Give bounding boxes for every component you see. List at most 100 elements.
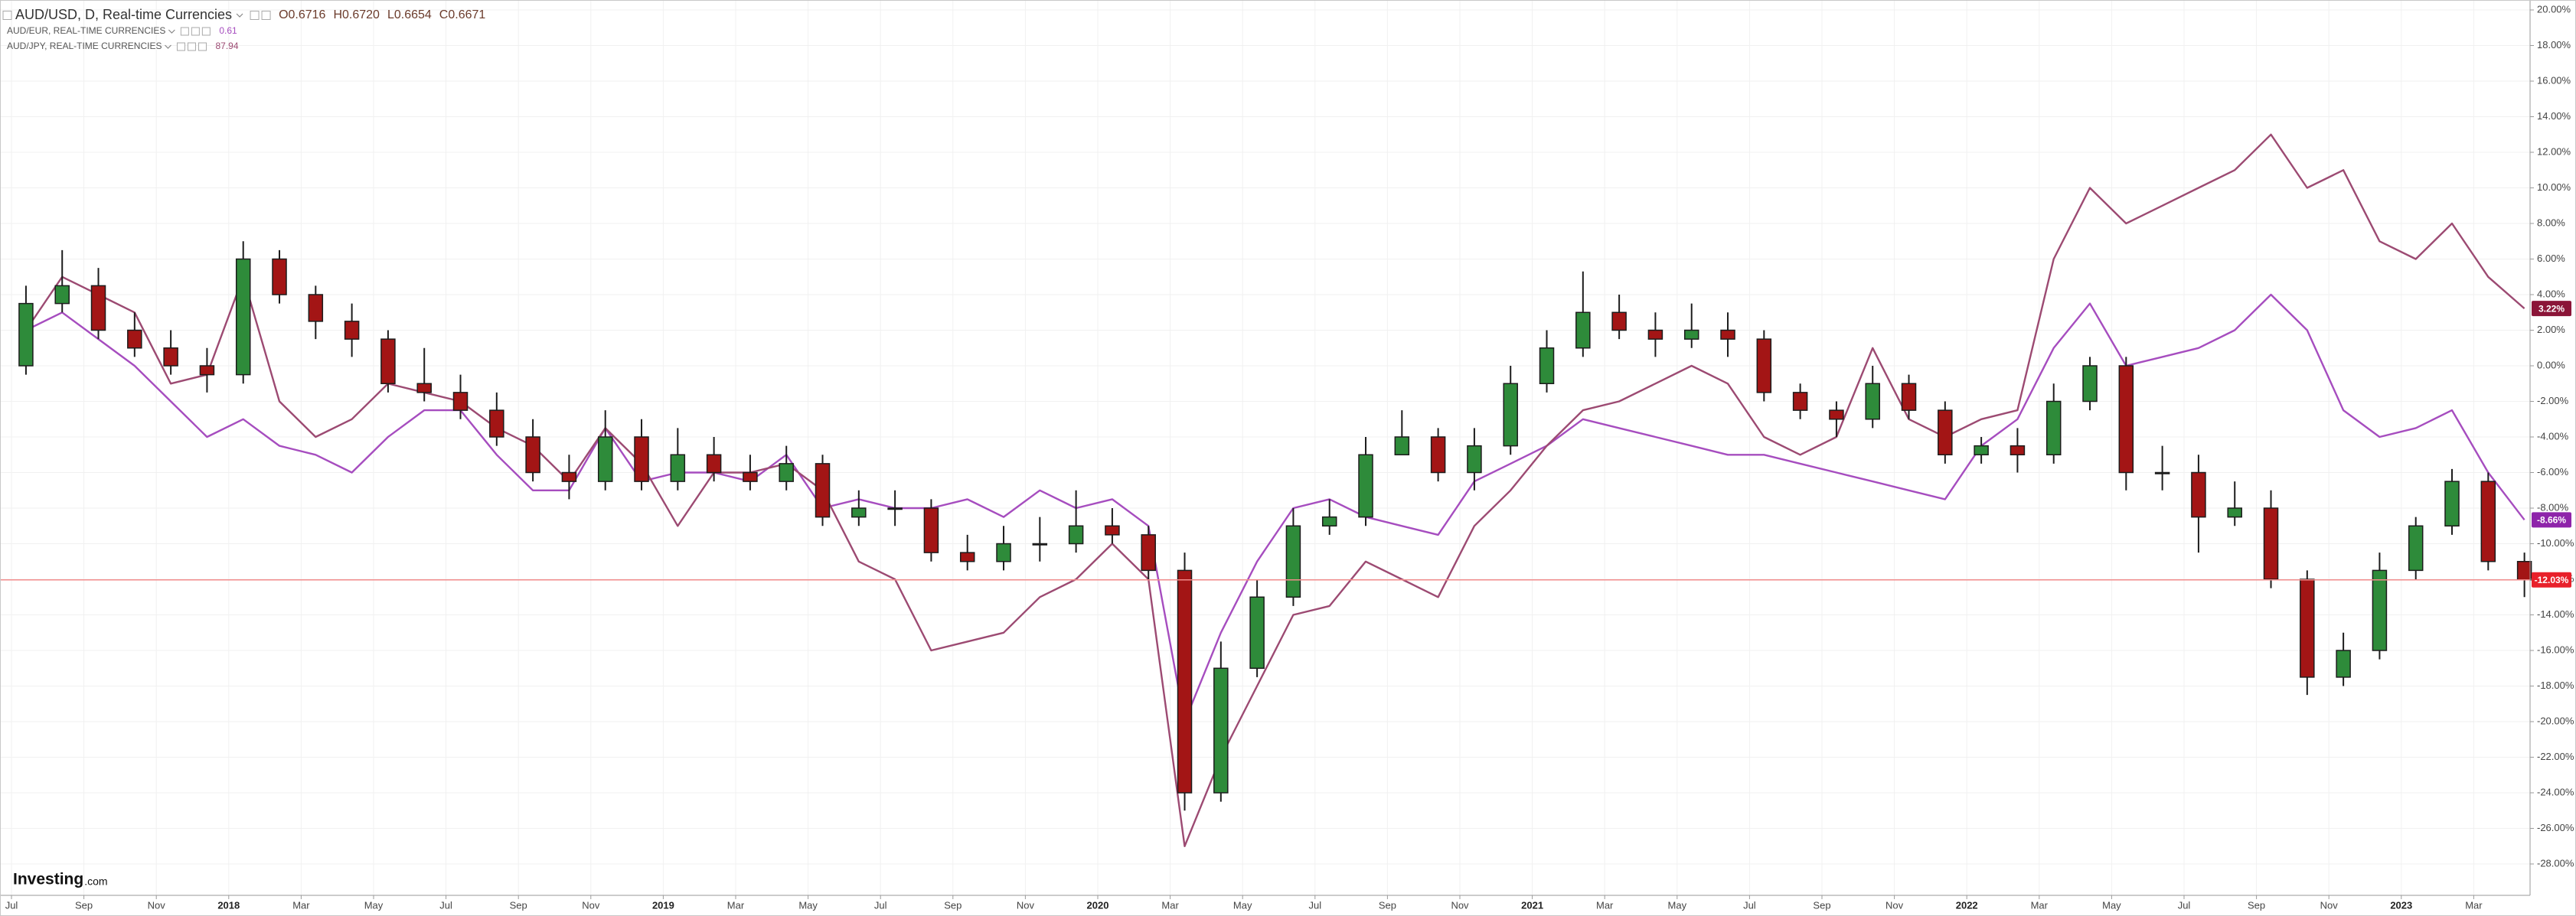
price-badge-label: -8.66% bbox=[2537, 515, 2566, 526]
grid bbox=[0, 0, 2530, 895]
candle-body bbox=[1105, 525, 1120, 536]
legend-icon bbox=[187, 42, 196, 51]
x-tick-label: Sep bbox=[1813, 899, 1830, 911]
y-tick-label: 6.00% bbox=[2537, 253, 2565, 264]
candle-body bbox=[815, 463, 831, 518]
candle-body bbox=[1141, 534, 1156, 572]
y-tick-label: -10.00% bbox=[2537, 537, 2574, 549]
legend: AUD/USD, D, Real-time Currencies O0.6716 H… bbox=[2, 7, 486, 51]
y-tick-label: -26.00% bbox=[2537, 822, 2574, 833]
x-tick-label: Jul bbox=[439, 899, 452, 911]
x-tick-label: Mar bbox=[292, 899, 310, 911]
candle-body bbox=[90, 285, 106, 331]
price-badge bbox=[2532, 512, 2571, 528]
x-tick-label: Jul bbox=[2178, 899, 2191, 911]
x-tick-label: 2021 bbox=[1521, 899, 1543, 911]
candle-body bbox=[2372, 569, 2388, 651]
candle-body bbox=[1032, 543, 1048, 546]
line-series bbox=[25, 293, 2525, 723]
x-tick-label: Nov bbox=[2320, 899, 2339, 911]
axes: 20.00% 18.00% 16.00% 14.00% 12.00% 10.00% 8.00… bbox=[5, 3, 2574, 911]
candle-body bbox=[127, 329, 142, 349]
candle-body bbox=[1974, 445, 1989, 455]
candle-body bbox=[1321, 516, 1337, 526]
price-badge bbox=[2532, 572, 2571, 588]
legend-series-value: 0.61 bbox=[219, 25, 237, 36]
x-tick-label: Mar bbox=[727, 899, 745, 911]
candle-body bbox=[54, 285, 70, 305]
candle-body bbox=[597, 436, 613, 482]
candle-body bbox=[670, 454, 686, 482]
candle-body bbox=[525, 436, 540, 474]
candle-body bbox=[779, 463, 794, 482]
x-tick-label: Mar bbox=[1596, 899, 1614, 911]
y-tick-label: 10.00% bbox=[2537, 181, 2571, 193]
candle-body bbox=[2082, 365, 2098, 403]
ohlc-value: L0.6654 bbox=[387, 8, 432, 21]
candle-body bbox=[416, 383, 432, 393]
y-tick-label: -6.00% bbox=[2537, 466, 2569, 478]
x-tick-label: May bbox=[1233, 899, 1252, 911]
y-tick-label: 4.00% bbox=[2537, 288, 2565, 299]
candle-body bbox=[1394, 436, 1410, 455]
x-tick-label: Nov bbox=[1451, 899, 1469, 911]
candle-body bbox=[2480, 481, 2496, 562]
candle-body bbox=[2154, 471, 2170, 474]
candle-body bbox=[2408, 525, 2424, 572]
candle-body bbox=[1792, 392, 1808, 411]
candle-body bbox=[1683, 329, 1699, 340]
candle-body bbox=[1177, 569, 1193, 794]
x-tick-label: May bbox=[798, 899, 818, 911]
x-tick-label: 2018 bbox=[217, 899, 240, 911]
y-tick-label: 14.00% bbox=[2537, 110, 2571, 122]
x-tick-label: Sep bbox=[75, 899, 93, 911]
x-tick-label: Jul bbox=[874, 899, 887, 911]
y-tick-label: -18.00% bbox=[2537, 680, 2574, 691]
candle-body bbox=[2516, 561, 2532, 581]
candle-body bbox=[2444, 481, 2460, 526]
legend-icon bbox=[176, 42, 185, 51]
legend-caret bbox=[236, 13, 243, 18]
branding: Investing .com bbox=[13, 871, 108, 888]
x-tick-label: May bbox=[2102, 899, 2121, 911]
plot bbox=[0, 133, 2532, 847]
candle-body bbox=[199, 365, 215, 376]
x-tick-label: Nov bbox=[1017, 899, 1035, 911]
candle-body bbox=[1213, 667, 1229, 794]
x-tick-label: 2022 bbox=[1956, 899, 1978, 911]
x-tick-label: Jul bbox=[5, 899, 18, 911]
y-tick-label: 8.00% bbox=[2537, 217, 2565, 228]
candle-body bbox=[1756, 338, 1772, 393]
candle-body bbox=[163, 347, 178, 367]
candle-body bbox=[1285, 525, 1301, 598]
candle-body bbox=[18, 302, 34, 367]
candle-body bbox=[344, 321, 360, 340]
x-tick-label: Nov bbox=[1885, 899, 1904, 911]
candle-body bbox=[2336, 650, 2351, 678]
y-tick-label: -28.00% bbox=[2537, 857, 2574, 869]
x-tick-label: Sep bbox=[1379, 899, 1396, 911]
candle-body bbox=[2227, 507, 2242, 518]
legend-caret bbox=[168, 29, 175, 34]
legend-series-value: 87.94 bbox=[215, 41, 238, 51]
candle-body bbox=[1829, 409, 1844, 420]
candle-body bbox=[851, 507, 867, 518]
ohlc-value: H0.6720 bbox=[333, 8, 380, 21]
y-tick-label: -14.00% bbox=[2537, 608, 2574, 620]
ohlc-value: C0.6671 bbox=[439, 8, 486, 21]
y-tick-label: 16.00% bbox=[2537, 74, 2571, 86]
candle-body bbox=[1430, 436, 1446, 474]
candle-body bbox=[2263, 507, 2279, 580]
candle-body bbox=[1720, 329, 1735, 340]
y-tick-label: 18.00% bbox=[2537, 39, 2571, 51]
candle-body bbox=[380, 338, 396, 384]
candle-body bbox=[1611, 311, 1627, 331]
legend-caret bbox=[165, 44, 171, 49]
legend-icon bbox=[180, 27, 189, 36]
y-tick-label: -20.00% bbox=[2537, 715, 2574, 726]
candle-body bbox=[887, 507, 903, 510]
candle-body bbox=[1249, 596, 1265, 669]
brand-name: Investing bbox=[13, 871, 83, 888]
